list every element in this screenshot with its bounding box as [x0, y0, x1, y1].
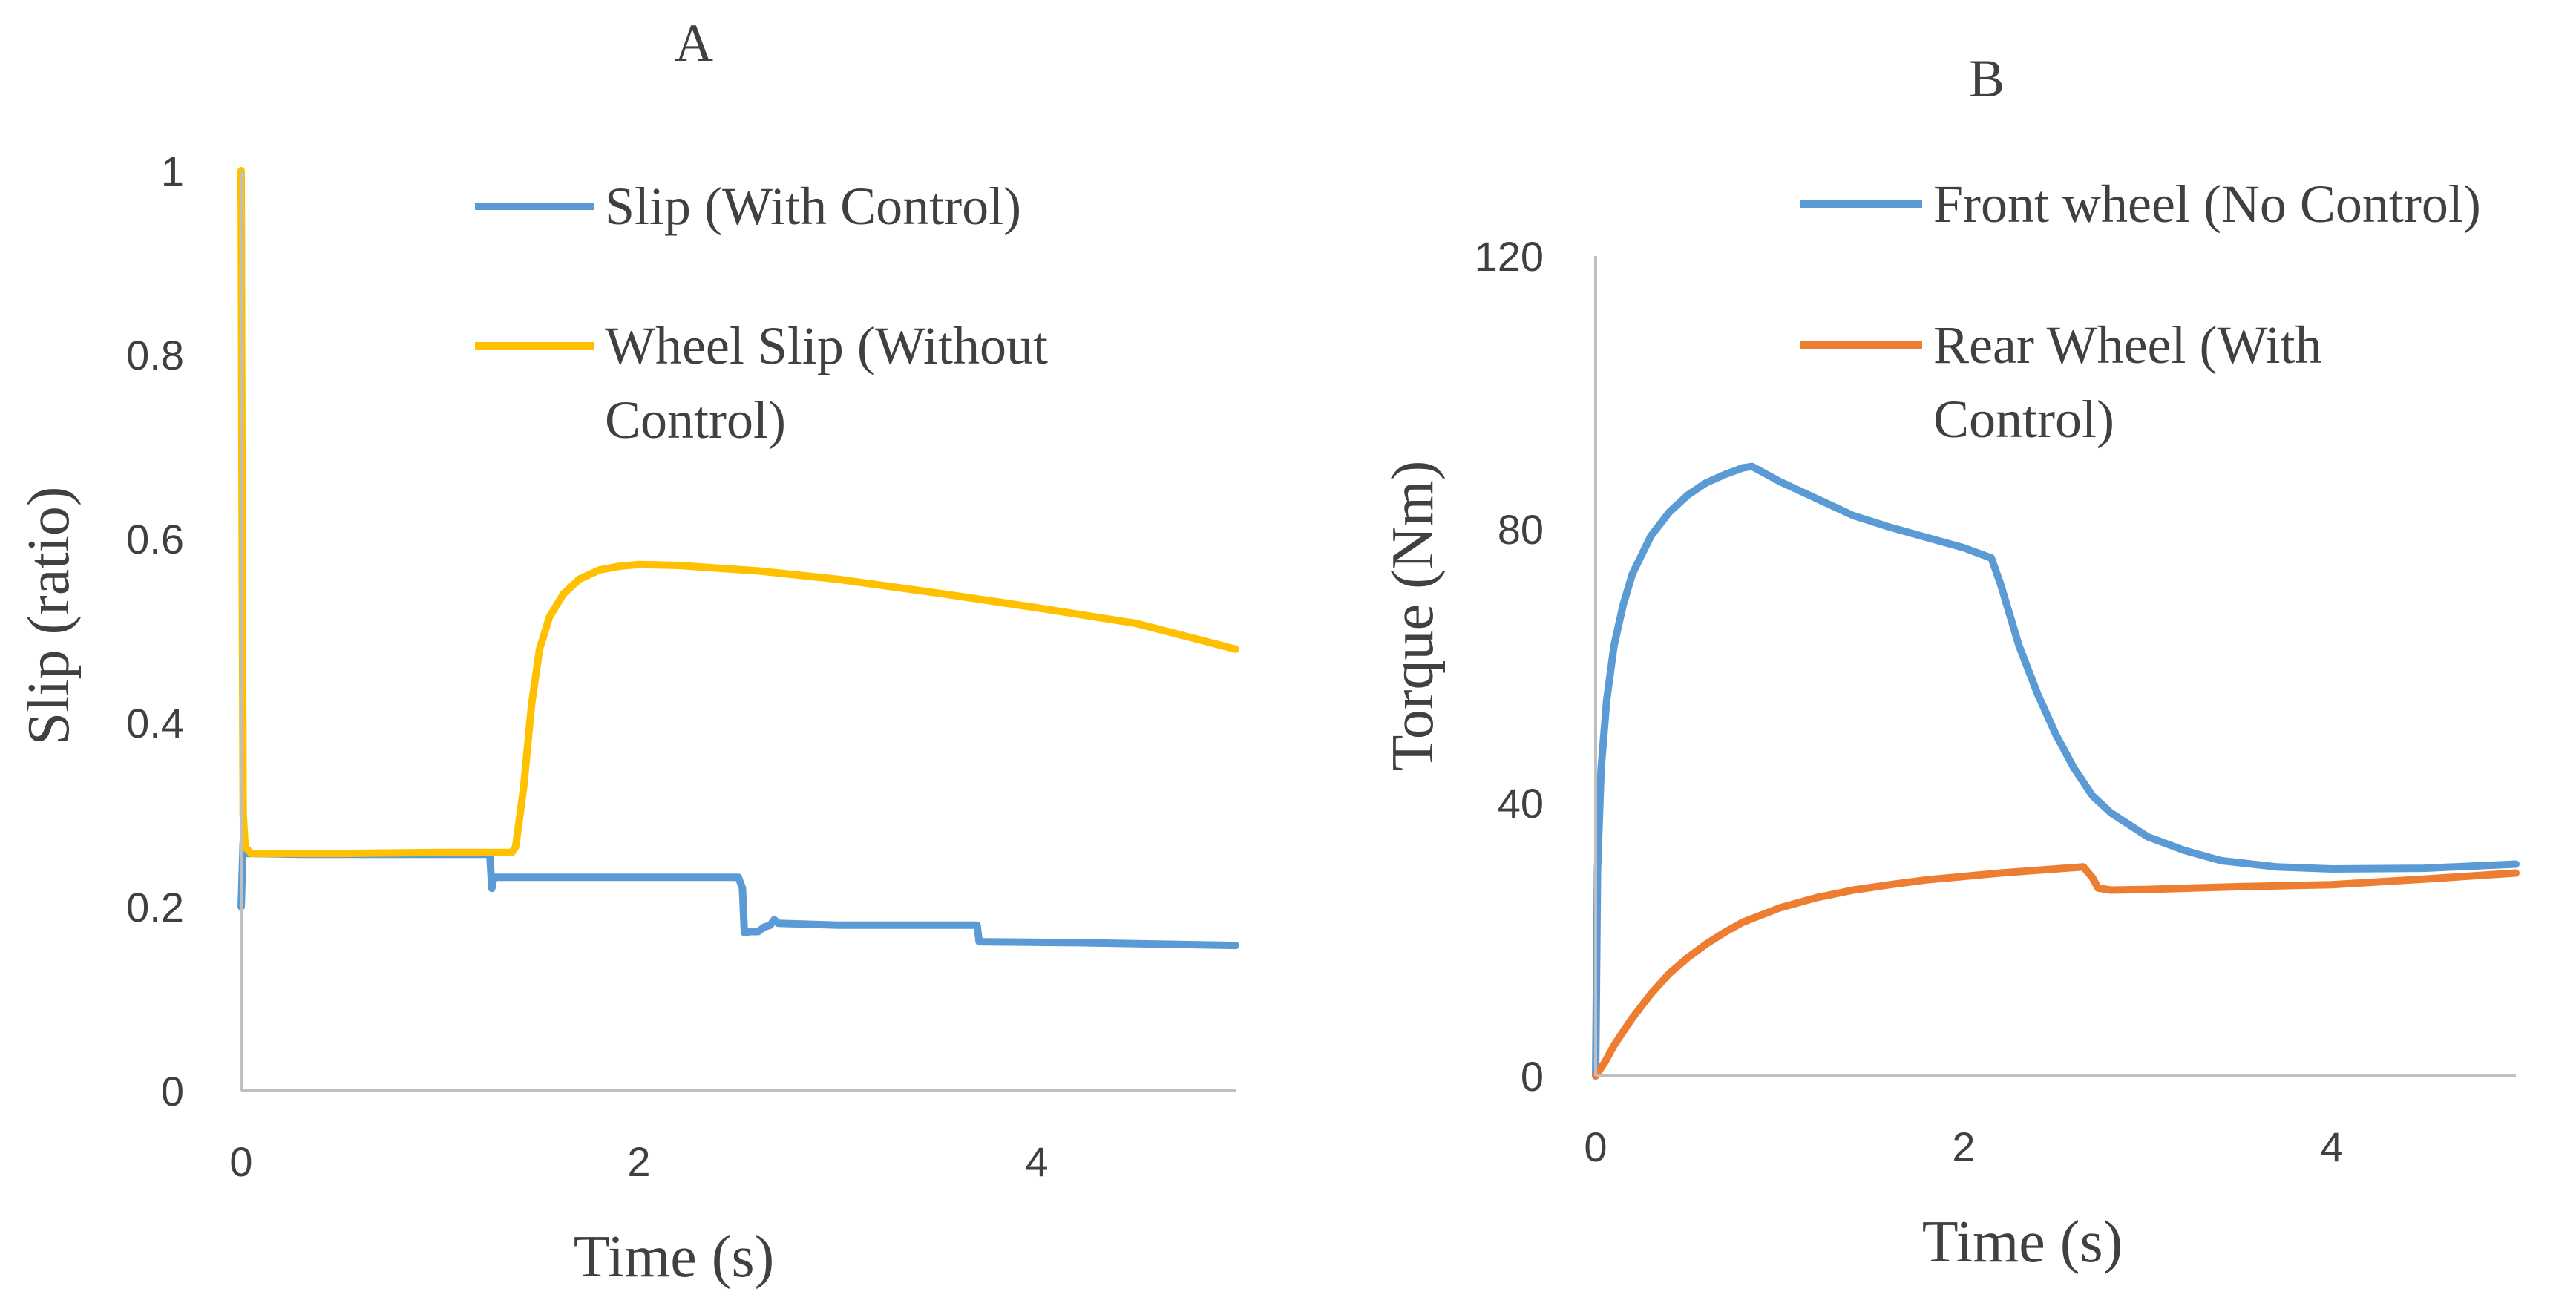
panel-b-y-tick: 0 — [1521, 1053, 1544, 1100]
panel-a-y-tick-labels: 0 0.2 0.4 0.6 0.8 1 — [126, 148, 184, 1115]
panel-b-y-tick-labels: 0 40 80 120 — [1475, 233, 1544, 1100]
panel-a-y-tick: 0 — [161, 1068, 184, 1115]
panel-a-legend-label-wheel-slip-line2: Control) — [605, 390, 786, 450]
panel-b-front-wheel-no-control-line — [1592, 462, 2520, 1080]
panel-a-legend: Slip (With Control) Wheel Slip (Without … — [475, 177, 1048, 450]
panel-a-legend-label-slip-with-control: Slip (With Control) — [605, 177, 1021, 236]
panel-b-legend-label-rear-wheel-line1: Rear Wheel (With — [1933, 315, 2322, 375]
panel-b-legend-label-front-wheel: Front wheel (No Control) — [1933, 174, 2481, 234]
panel-b-y-tick: 80 — [1498, 506, 1544, 553]
panel-b-x-axis-title: Time (s) — [1922, 1210, 2123, 1275]
panel-a-y-tick: 0.4 — [126, 700, 184, 746]
panel-a-x-tick: 0 — [229, 1138, 252, 1185]
panel-a-y-tick: 0.6 — [126, 516, 184, 562]
panel-a: A 0 0.2 0.4 0.6 0.8 1 0 2 4 Time (s) Sli… — [16, 13, 1239, 1290]
panel-a-plot-area — [237, 167, 1239, 950]
panel-a-y-tick: 1 — [161, 148, 184, 194]
panel-b-y-tick: 120 — [1475, 233, 1544, 280]
panel-b-x-tick-labels: 0 2 4 — [1584, 1123, 2343, 1170]
panel-b: B 0 40 80 120 0 2 4 Time (s) Torque (Nm)… — [1380, 49, 2520, 1275]
panel-a-legend-label-wheel-slip-line1: Wheel Slip (Without — [605, 316, 1048, 375]
panel-a-y-axis-title: Slip (ratio) — [16, 487, 82, 746]
panel-b-rear-wheel-with-control-line — [1592, 863, 2520, 1080]
panel-b-plot-area — [1592, 462, 2520, 1080]
panel-b-x-tick: 0 — [1584, 1123, 1607, 1170]
panel-a-slip-with-control-line — [237, 839, 1239, 950]
panel-a-y-tick: 0.8 — [126, 332, 184, 378]
panel-b-y-tick: 40 — [1498, 780, 1544, 827]
panel-a-x-tick-labels: 0 2 4 — [229, 1138, 1048, 1185]
panel-a-y-tick: 0.2 — [126, 884, 184, 931]
panel-b-label: B — [1969, 49, 2005, 108]
panel-b-y-axis-title: Torque (Nm) — [1380, 461, 1446, 772]
panel-a-wheel-slip-without-control-line — [237, 167, 1239, 858]
panel-b-x-tick: 4 — [2320, 1123, 2343, 1170]
panel-b-legend: Front wheel (No Control) Rear Wheel (Wit… — [1800, 174, 2481, 449]
panel-a-x-axis-title: Time (s) — [574, 1224, 774, 1290]
panel-b-x-tick: 2 — [1952, 1123, 1975, 1170]
panel-a-x-tick: 4 — [1025, 1138, 1048, 1185]
panel-a-x-tick: 2 — [627, 1138, 650, 1185]
panel-a-label: A — [675, 13, 713, 73]
panel-b-legend-label-rear-wheel-line2: Control) — [1933, 390, 2114, 449]
